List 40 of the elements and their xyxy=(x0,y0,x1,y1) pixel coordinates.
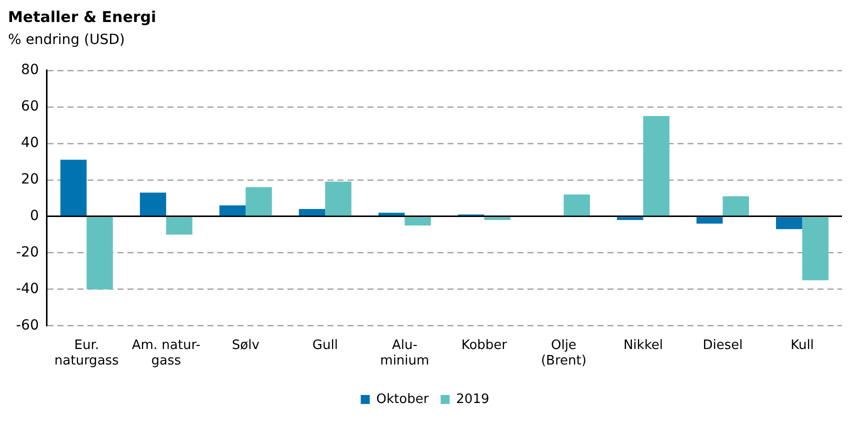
bar xyxy=(60,160,87,216)
legend-label: Oktober xyxy=(376,392,430,407)
bar xyxy=(696,217,723,224)
bar xyxy=(404,217,431,226)
bar xyxy=(484,217,510,220)
y-tick-label: 20 xyxy=(21,172,39,188)
bar xyxy=(643,116,670,216)
y-tick-label: -20 xyxy=(16,244,39,260)
x-tick-label: Eur. naturgass xyxy=(54,338,120,369)
bar xyxy=(325,182,352,216)
bar xyxy=(246,187,272,216)
y-tick-label: 60 xyxy=(21,98,39,115)
x-tick-label: Am. natur- gass xyxy=(132,338,201,369)
x-tick-label: Kull xyxy=(790,338,814,353)
x-tick-label: Alu- minium xyxy=(380,338,430,369)
y-tick-label: 0 xyxy=(30,208,39,224)
x-tick-label: Kobber xyxy=(461,338,508,353)
bar xyxy=(298,209,326,216)
legend-label: 2019 xyxy=(456,392,490,407)
y-tick-label: 80 xyxy=(21,62,39,78)
y-tick-label: 40 xyxy=(21,135,39,152)
bar xyxy=(722,196,749,216)
bar xyxy=(564,194,590,216)
bar xyxy=(140,192,166,216)
x-tick-label: Sølv xyxy=(232,338,260,353)
x-tick-label: Olje (Brent) xyxy=(540,338,586,369)
x-tick-label: Gull xyxy=(312,338,338,353)
bar xyxy=(616,217,644,220)
bar xyxy=(378,212,405,216)
y-tick-label: -40 xyxy=(16,280,39,297)
y-axis-title: % endring (USD) xyxy=(8,32,126,50)
bar xyxy=(166,217,192,235)
x-tick-label: Nikkel xyxy=(623,338,663,353)
bar xyxy=(219,205,246,216)
chart-title: Metaller & Energi xyxy=(8,8,158,28)
x-tick-label: Diesel xyxy=(702,338,743,353)
bar xyxy=(776,217,802,230)
y-tick-label: -60 xyxy=(16,317,39,334)
bar xyxy=(86,217,113,290)
bar xyxy=(802,217,828,280)
